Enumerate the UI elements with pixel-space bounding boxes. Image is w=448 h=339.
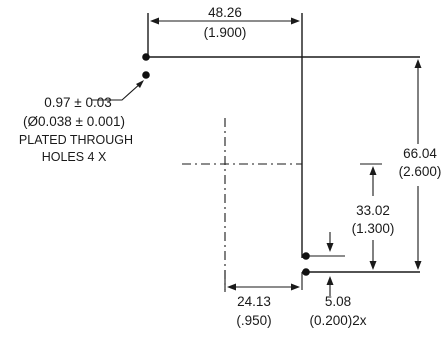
hole-marker-top-2 [142,71,150,79]
center-height-in-label: (1.300) [352,221,395,236]
width-arrow-right [291,17,300,25]
pitch-arrow-bottom [326,276,334,285]
hole-note-line3: PLATED THROUGH [19,133,133,147]
hole-marker-bottom-2 [302,268,310,276]
offset-arrow-right [291,283,300,291]
center-height-mm-label: 33.02 [356,203,390,218]
hole-marker-bottom-1 [302,252,310,260]
hole-note-line1: 0.97 ± 0.03 [44,95,111,110]
pitch-arrow-top [326,243,334,252]
hole-note-line2: (Ø0.038 ± 0.001) [23,114,125,129]
offset-in-label: (.950) [236,313,271,328]
pitch-mm-label: 5.08 [325,294,351,309]
height-arrow-top [414,59,422,68]
pitch-in-label: (0.200)2x [309,313,366,328]
hole-marker-top-1 [142,53,150,61]
width-mm-label: 48.26 [208,5,242,20]
height-arrow-bottom [414,261,422,270]
width-in-label: (1.900) [204,25,247,40]
height-mm-label: 66.04 [403,146,437,161]
hole-note-line4: HOLES 4 X [42,150,107,164]
width-arrow-left [150,17,159,25]
hole-leader-line [92,82,142,101]
height-in-label: (2.600) [399,164,442,179]
offset-arrow-left [227,283,236,291]
center-height-arrow-bottom [369,261,377,270]
hole-leader-arrow [136,80,144,88]
offset-mm-label: 24.13 [237,294,271,309]
center-height-arrow-top [369,166,377,175]
